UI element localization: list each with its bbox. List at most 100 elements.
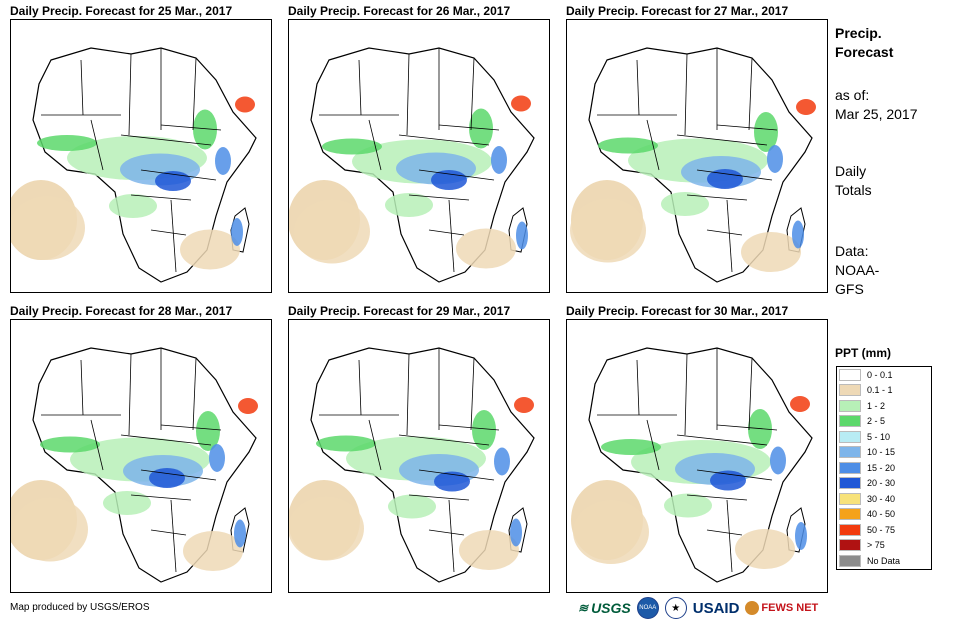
country-border — [80, 359, 84, 416]
africa-map — [570, 47, 816, 283]
precip-area — [37, 135, 97, 151]
legend-row: 20 - 30 — [837, 476, 931, 492]
country-border — [406, 53, 410, 136]
legend-swatch — [839, 430, 861, 443]
country-border — [428, 529, 465, 536]
daily-line2: Totals — [835, 182, 872, 198]
country-border — [470, 357, 475, 431]
precip-area — [180, 229, 240, 270]
precip-area — [570, 198, 646, 263]
data-line2: NOAA- — [835, 262, 880, 278]
legend-label: 50 - 75 — [867, 524, 896, 535]
asof-date: Mar 25, 2017 — [835, 106, 918, 122]
country-border — [448, 199, 455, 273]
legend-swatch — [839, 492, 861, 505]
country-border — [684, 53, 688, 136]
country-border — [150, 229, 187, 236]
legend-row: 2 - 5 — [837, 414, 931, 430]
legend-label: 10 - 15 — [867, 447, 896, 458]
legend-row: 5 - 10 — [837, 429, 931, 445]
precip-area — [11, 196, 85, 260]
legend-label: 5 - 10 — [867, 431, 891, 442]
precip-area — [598, 137, 658, 154]
country-border — [140, 469, 217, 481]
precip-area — [431, 170, 467, 190]
country-border — [150, 529, 187, 536]
precip-area — [601, 439, 661, 455]
precip-area — [754, 112, 778, 152]
legend-label: 2 - 5 — [867, 416, 886, 427]
panel-title: Daily Precip. Forecast for 25 Mar., 2017 — [10, 4, 233, 18]
country-border — [140, 169, 217, 181]
legend-swatch — [839, 399, 861, 412]
legend-label: 20 - 30 — [867, 478, 896, 489]
precip-area — [514, 397, 534, 413]
country-border — [726, 499, 733, 573]
country-border — [686, 494, 748, 501]
precip-area — [491, 146, 507, 174]
country-border — [90, 419, 104, 471]
legend-title: PPT (mm) — [835, 346, 892, 360]
precip-area — [795, 522, 807, 550]
country-border — [160, 124, 222, 131]
panel-title: Daily Precip. Forecast for 26 Mar., 2017 — [288, 4, 511, 18]
legend-row: 40 - 50 — [837, 507, 931, 523]
legend-row: 15 - 20 — [837, 460, 931, 476]
legend-swatch — [839, 384, 861, 397]
country-border — [130, 494, 192, 501]
country-border — [120, 434, 212, 446]
precip-area — [235, 96, 255, 113]
country-border — [716, 424, 778, 431]
panel-title: Daily Precip. Forecast for 29 Mar., 2017 — [288, 304, 511, 318]
legend-row: 1 - 2 — [837, 398, 931, 414]
precip-area — [316, 435, 376, 452]
country-border — [418, 469, 495, 481]
precip-area — [289, 496, 364, 561]
country-border — [676, 434, 768, 446]
precip-area — [434, 471, 470, 492]
country-border — [170, 199, 177, 273]
precip-area — [511, 95, 531, 112]
forecast-map — [10, 19, 272, 293]
country-border — [160, 424, 222, 431]
precip-area — [238, 398, 258, 414]
country-border — [696, 469, 773, 481]
legend-row: 30 - 40 — [837, 491, 931, 507]
forecast-map — [10, 319, 272, 593]
legend-swatch — [839, 508, 861, 521]
country-border — [90, 119, 104, 171]
legend-row: 50 - 75 — [837, 522, 931, 538]
noaa-logo-text: NOAA — [639, 605, 657, 611]
legend-label: 30 - 40 — [867, 493, 896, 504]
precip-area — [748, 409, 772, 449]
legend-swatch — [839, 446, 861, 459]
country-border — [192, 57, 197, 131]
precip-area — [741, 232, 801, 272]
legend-swatch — [839, 554, 861, 567]
precip-area — [388, 494, 436, 519]
precip-area — [294, 199, 370, 264]
country-border — [470, 57, 475, 131]
country-border — [80, 59, 84, 116]
country-border — [748, 357, 753, 431]
panel-title: Daily Precip. Forecast for 27 Mar., 2017 — [566, 4, 789, 18]
country-border — [408, 494, 470, 501]
usgs-wave-icon: ≋ — [578, 601, 589, 615]
forecast-map — [566, 319, 828, 593]
country-border — [716, 124, 778, 131]
country-border — [170, 499, 177, 573]
legend-swatch — [839, 415, 861, 428]
precip-area — [661, 192, 709, 216]
precip-area — [196, 411, 220, 451]
precip-area — [234, 519, 246, 548]
sidebar-heading-line2: Forecast — [835, 44, 894, 60]
precip-area — [510, 518, 522, 547]
data-line1: Data: — [835, 243, 869, 259]
country-border — [192, 357, 197, 431]
country-border — [368, 419, 382, 471]
country-border — [418, 169, 495, 181]
country-border — [368, 119, 382, 171]
precip-area — [456, 228, 516, 269]
fews-logo-text: FEWS NET — [761, 602, 819, 614]
country-border — [636, 359, 640, 416]
